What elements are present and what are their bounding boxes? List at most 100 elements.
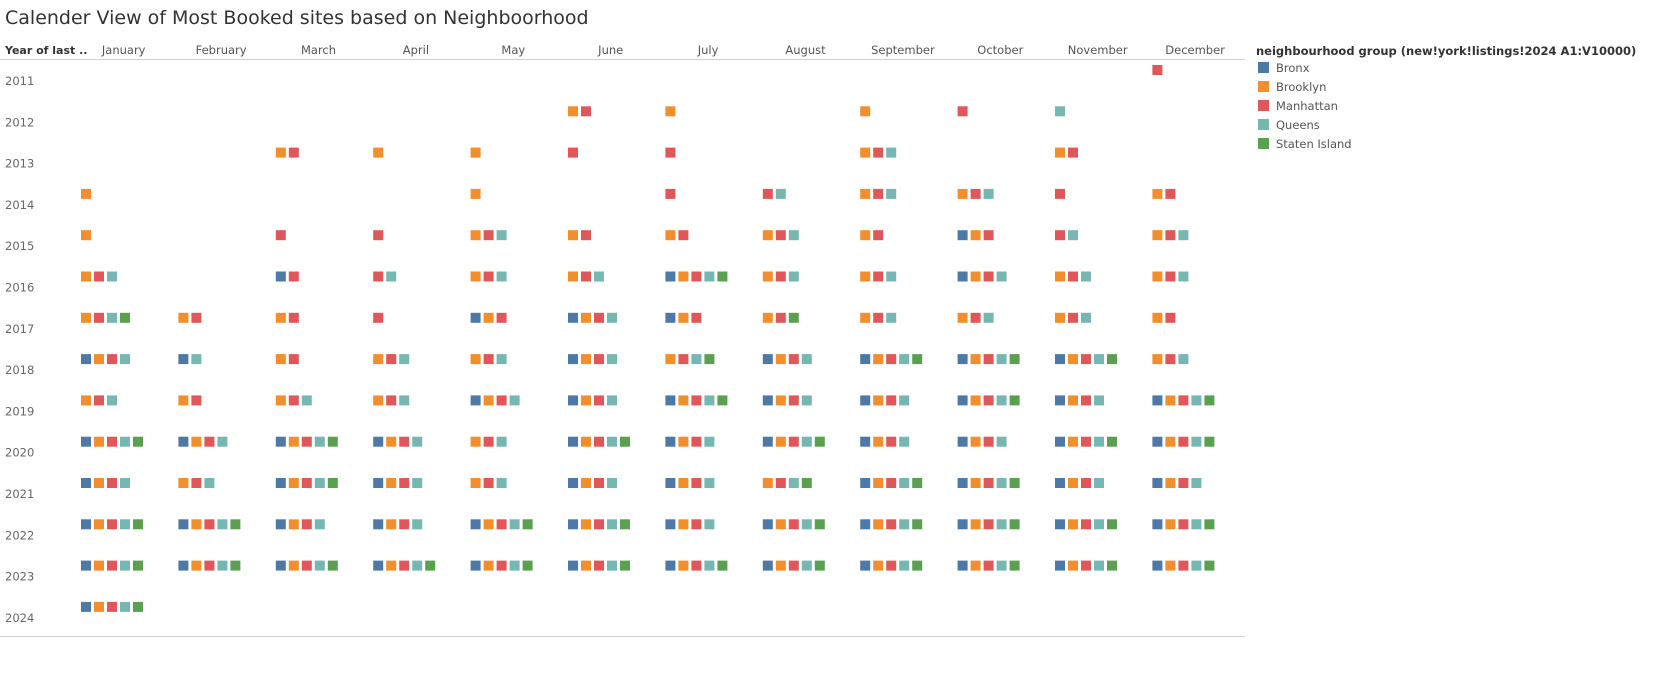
- cell-mark-manhattan: [1178, 395, 1189, 406]
- cell-mark-bronx: [81, 436, 91, 447]
- cell-mark-manhattan: [386, 395, 397, 406]
- cell-mark-brooklyn: [94, 436, 104, 447]
- cell-mark-bronx: [957, 230, 968, 241]
- cell-mark-brooklyn: [373, 395, 384, 406]
- cell-mark-brooklyn: [678, 560, 689, 571]
- cell-mark-brooklyn: [275, 354, 286, 365]
- cell-mark-manhattan: [594, 519, 604, 530]
- cell-mark-brooklyn: [1068, 395, 1078, 406]
- cell-mark-brooklyn: [1055, 147, 1065, 158]
- cell-mark-staten-island: [620, 560, 630, 571]
- legend-item[interactable]: Bronx: [1258, 58, 1668, 77]
- cell-mark-brooklyn: [873, 354, 884, 365]
- cell-mark-manhattan: [568, 147, 578, 158]
- cell-mark-bronx: [81, 560, 91, 571]
- cell-mark-queens: [899, 436, 910, 447]
- legend-item[interactable]: Queens: [1258, 115, 1668, 134]
- cell-mark-manhattan: [301, 436, 312, 447]
- cell-mark-bronx: [568, 519, 578, 530]
- cell-mark-manhattan: [983, 436, 994, 447]
- cell-mark-bronx: [957, 395, 968, 406]
- cell-mark-bronx: [665, 312, 676, 323]
- cell-mark-brooklyn: [775, 354, 786, 365]
- cell-mark-brooklyn: [860, 106, 871, 117]
- year-label: 2018: [5, 363, 34, 377]
- cell-mark-manhattan: [107, 519, 117, 530]
- cell-mark-staten-island: [327, 436, 338, 447]
- cell-mark-manhattan: [1152, 65, 1163, 75]
- month-label: April: [403, 43, 429, 57]
- cell-mark-bronx: [860, 354, 871, 365]
- cell-mark-staten-island: [230, 560, 241, 571]
- legend-item[interactable]: Manhattan: [1258, 96, 1668, 115]
- cell-mark-brooklyn: [762, 230, 773, 241]
- cell-mark-queens: [509, 519, 520, 530]
- cell-mark-manhattan: [983, 230, 994, 241]
- cell-mark-manhattan: [301, 519, 312, 530]
- cell-mark-queens: [886, 188, 897, 199]
- cell-mark-bronx: [762, 436, 773, 447]
- cell-mark-queens: [899, 395, 910, 406]
- cell-mark-bronx: [81, 354, 91, 365]
- cell-mark-manhattan: [886, 436, 897, 447]
- cell-mark-brooklyn: [191, 519, 202, 530]
- cell-mark-brooklyn: [665, 354, 676, 365]
- cell-mark-staten-island: [1009, 519, 1020, 530]
- cell-mark-manhattan: [983, 519, 994, 530]
- cell-mark-bronx: [178, 519, 189, 530]
- cell-mark-manhattan: [1081, 519, 1091, 530]
- cell-mark-brooklyn: [678, 395, 689, 406]
- cell-mark-queens: [788, 271, 799, 282]
- cell-mark-brooklyn: [470, 271, 481, 282]
- year-label: 2013: [5, 157, 34, 171]
- cell-mark-queens: [301, 395, 312, 406]
- cell-mark-bronx: [470, 560, 481, 571]
- cell-mark-staten-island: [1009, 560, 1020, 571]
- cell-mark-manhattan: [483, 436, 494, 447]
- legend-item[interactable]: Brooklyn: [1258, 77, 1668, 96]
- cell-mark-bronx: [762, 519, 773, 530]
- cell-mark-brooklyn: [470, 188, 481, 199]
- cell-mark-manhattan: [886, 560, 897, 571]
- cell-mark-queens: [1094, 436, 1104, 447]
- cell-mark-queens: [1094, 560, 1104, 571]
- cell-mark-staten-island: [1107, 354, 1117, 365]
- cell-mark-manhattan: [581, 230, 591, 241]
- year-label: 2012: [5, 115, 34, 129]
- legend-label: Staten Island: [1276, 136, 1352, 151]
- month-label: February: [196, 43, 247, 57]
- cell-mark-queens: [412, 519, 423, 530]
- cell-mark-staten-island: [120, 312, 130, 323]
- legend-item[interactable]: Staten Island: [1258, 134, 1668, 153]
- cell-mark-bronx: [373, 478, 384, 488]
- cell-mark-brooklyn: [386, 519, 397, 530]
- cell-mark-staten-island: [717, 395, 728, 406]
- cell-mark-bronx: [275, 478, 286, 488]
- cell-mark-bronx: [1152, 395, 1163, 406]
- cell-mark-queens: [899, 354, 910, 365]
- month-label: September: [871, 43, 935, 57]
- cell-mark-brooklyn: [665, 106, 676, 117]
- cell-mark-manhattan: [107, 436, 117, 447]
- cell-mark-brooklyn: [191, 560, 202, 571]
- cell-mark-brooklyn: [1152, 188, 1163, 199]
- cell-mark-manhattan: [496, 560, 507, 571]
- cell-mark-manhattan: [1178, 519, 1189, 530]
- cell-mark-manhattan: [678, 354, 689, 365]
- cell-mark-manhattan: [788, 519, 799, 530]
- cell-mark-brooklyn: [775, 395, 786, 406]
- cell-mark-manhattan: [94, 312, 104, 323]
- cell-mark-bronx: [373, 436, 384, 447]
- cell-mark-manhattan: [788, 354, 799, 365]
- month-label: March: [301, 43, 336, 57]
- cell-mark-manhattan: [581, 106, 591, 117]
- cell-mark-staten-island: [788, 312, 799, 323]
- cell-mark-bronx: [568, 395, 578, 406]
- cell-mark-manhattan: [483, 271, 494, 282]
- cell-mark-queens: [607, 560, 617, 571]
- cell-mark-queens: [496, 436, 507, 447]
- cell-mark-bronx: [568, 312, 578, 323]
- cell-mark-manhattan: [788, 436, 799, 447]
- cell-mark-queens: [217, 519, 228, 530]
- cell-mark-manhattan: [678, 230, 689, 241]
